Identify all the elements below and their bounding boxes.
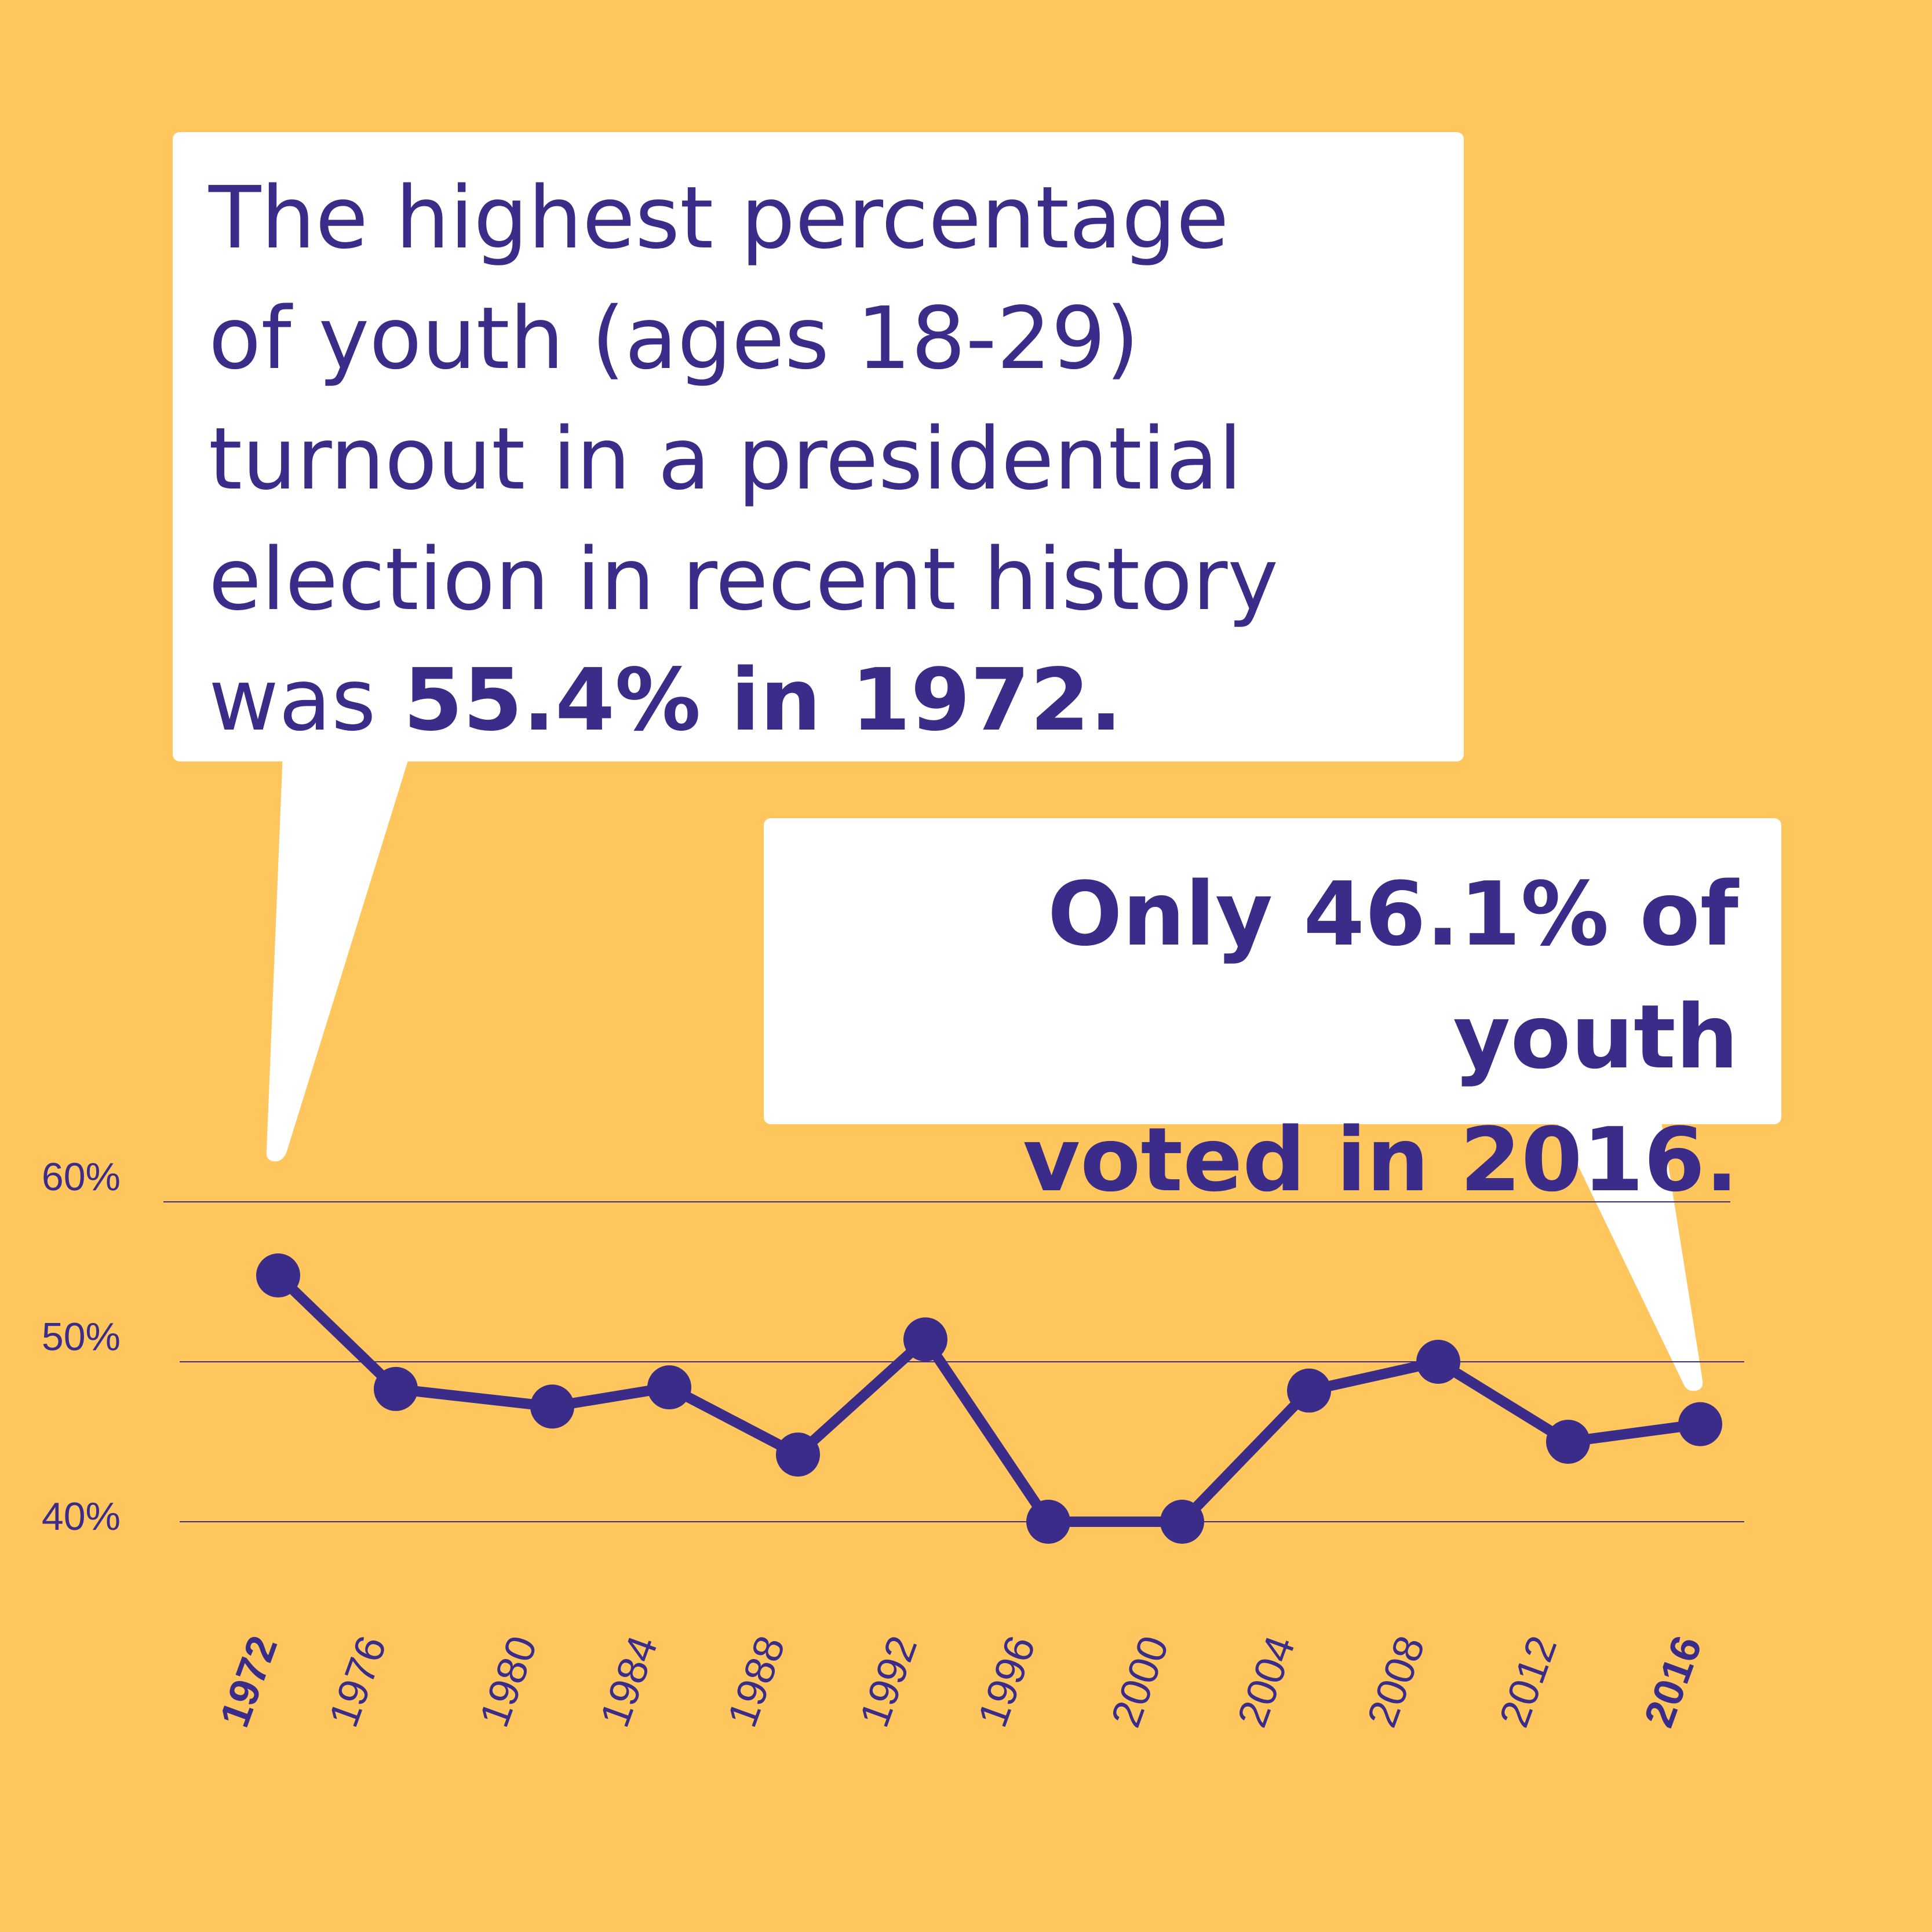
callout-2-line-1: Only 46.1% of youth [1047, 863, 1738, 1088]
data-points [256, 1253, 1722, 1544]
data-point-1988 [776, 1432, 820, 1477]
y-tick-label: 50% [42, 1315, 121, 1359]
callout-1-line-4: election in recent history [209, 530, 1279, 629]
x-tick-label-1988: 1988 [719, 1630, 794, 1733]
callout-1-bubble [173, 132, 1464, 1162]
data-point-1980 [530, 1384, 574, 1429]
x-tick-label-1984: 1984 [591, 1630, 666, 1733]
data-point-1972 [256, 1253, 300, 1297]
x-tick-label-2016: 2016 [1635, 1630, 1711, 1733]
x-tick-label-2008: 2008 [1358, 1630, 1434, 1733]
callout-1-line-2: of youth (ages 18-29) [209, 289, 1139, 388]
data-point-1976 [374, 1366, 418, 1411]
x-tick-label-1980: 1980 [471, 1630, 546, 1733]
data-point-2004 [1287, 1368, 1331, 1413]
y-tick-label: 40% [42, 1494, 121, 1539]
series-line-group [274, 1271, 1701, 1527]
callout-2-line-2: voted in 2016. [1023, 1109, 1738, 1211]
callout-2-text: Only 46.1% of youth voted in 2016. [777, 853, 1738, 1222]
x-axis-labels: 1972 1976 1980 1984 1988 1992 1996 2000 2004 2008… [211, 1630, 1711, 1733]
y-tick-label: 60% [42, 1155, 121, 1199]
grid-lines [163, 1201, 1744, 1522]
x-tick-label-2000: 2000 [1102, 1630, 1178, 1733]
callout-1-line-3: turnout in a presidential [209, 409, 1242, 509]
callout-1-line-5: was 55.4% in 1972. [209, 640, 1483, 760]
callout-1-line-1: The highest percentage [209, 168, 1229, 268]
x-tick-label-1996: 1996 [969, 1630, 1044, 1733]
x-tick-label-2012: 2012 [1490, 1630, 1566, 1733]
x-tick-label-1972: 1972 [211, 1630, 286, 1733]
data-point-2012 [1546, 1420, 1590, 1464]
callout-1-line-5-prefix: was [209, 650, 403, 750]
y-axis-labels: 40% 50% 60% [42, 1155, 121, 1539]
x-tick-label-2004: 2004 [1229, 1630, 1304, 1733]
data-point-2000 [1160, 1500, 1204, 1544]
data-point-1992 [903, 1317, 947, 1362]
callout-1-highlight: 55.4% in 1972. [403, 650, 1122, 750]
series-line [274, 1271, 1701, 1527]
data-point-2008 [1416, 1340, 1460, 1384]
data-point-1984 [647, 1365, 691, 1410]
data-point-2016 [1678, 1402, 1722, 1446]
x-tick-label-1976: 1976 [320, 1630, 395, 1733]
data-point-1996 [1026, 1500, 1070, 1544]
x-tick-label-1992: 1992 [851, 1630, 926, 1733]
callout-2-bubble [764, 818, 1781, 1391]
callout-1-text: The highest percentage of youth (ages 18… [209, 158, 1483, 760]
